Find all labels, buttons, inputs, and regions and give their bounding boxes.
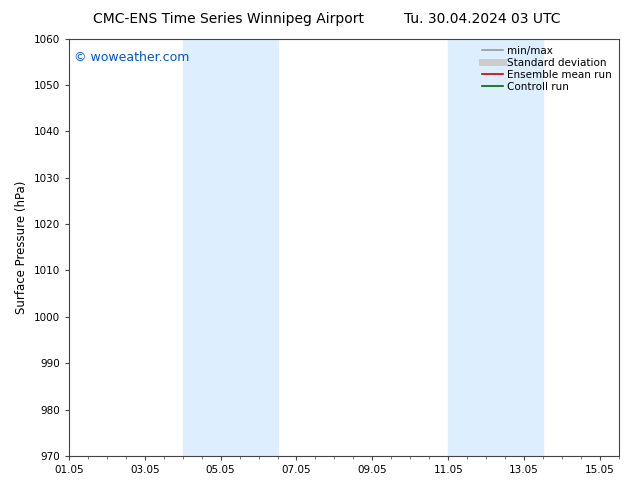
Y-axis label: Surface Pressure (hPa): Surface Pressure (hPa) [15,181,28,314]
Text: Tu. 30.04.2024 03 UTC: Tu. 30.04.2024 03 UTC [404,12,560,26]
Bar [448,39,543,456]
Bar [183,39,278,456]
Text: CMC-ENS Time Series Winnipeg Airport: CMC-ENS Time Series Winnipeg Airport [93,12,364,26]
Text: © woweather.com: © woweather.com [74,51,190,64]
Legend: min/max, Standard deviation, Ensemble mean run, Controll run: min/max, Standard deviation, Ensemble me… [480,44,614,94]
